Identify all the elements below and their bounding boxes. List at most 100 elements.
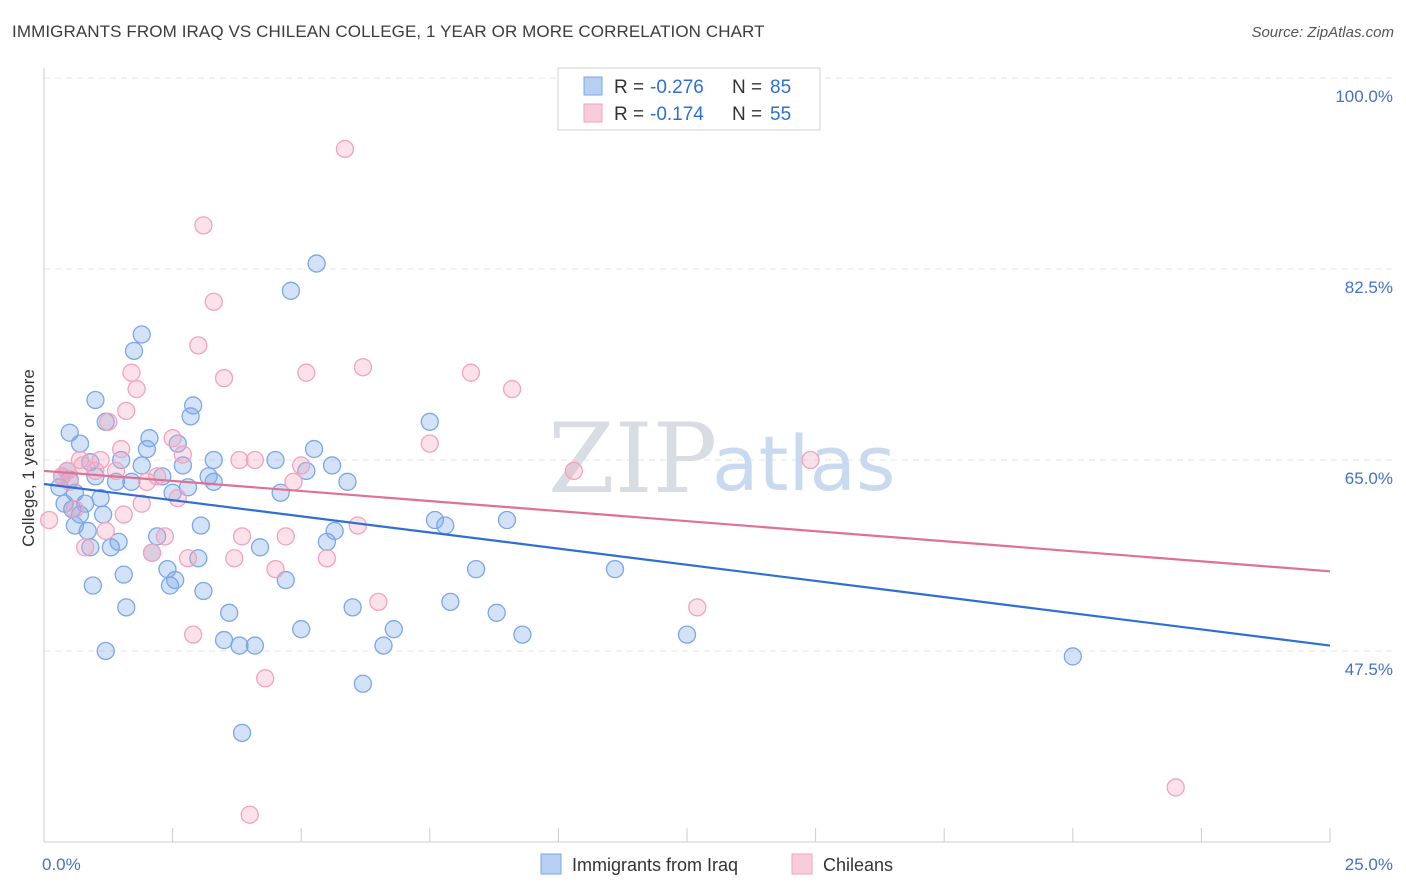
series-1-point-20 — [142, 543, 162, 562]
series-0-point-12 — [78, 521, 97, 541]
top-legend-swatch-0 — [583, 76, 603, 96]
series-1-point-34 — [232, 527, 252, 546]
watermark-zip: ZIP — [548, 403, 717, 515]
series-0-point-64 — [307, 254, 326, 273]
series-0-point-81 — [605, 559, 625, 579]
series-1-point-0 — [39, 510, 59, 530]
series-1-point-35 — [240, 805, 259, 824]
series-1-point-7 — [76, 538, 95, 557]
trend-line-1 — [43, 469, 1331, 573]
trend-line-0 — [43, 482, 1331, 647]
x-tick-label-0: 0.0% — [42, 855, 81, 874]
series-0-point-76 — [441, 592, 460, 612]
series-0-point-46 — [191, 516, 211, 535]
series-0-point-71 — [374, 636, 393, 655]
axes — [43, 68, 1331, 843]
series-0-point-10 — [70, 505, 90, 524]
top-legend-r-label-1: R = — [614, 104, 644, 125]
series-1-point-31 — [214, 368, 234, 388]
series-0-point-77 — [466, 559, 486, 579]
series-0-point-72 — [384, 620, 403, 639]
series-0-point-23 — [109, 532, 128, 552]
top-legend-r-value-0: -0.276 — [650, 77, 704, 98]
series-0-point-45 — [189, 549, 208, 568]
x-tick-label-1: 25.0% — [1345, 855, 1393, 874]
series-1-point-53 — [801, 450, 820, 470]
y-axis-label: College, 1 year or more — [19, 369, 38, 547]
top-legend-n-value-0: 85 — [770, 77, 791, 98]
series-1-point-27 — [184, 625, 203, 644]
series-1-point-32 — [225, 549, 244, 568]
data-points — [39, 139, 1185, 824]
grid-lines — [44, 77, 1394, 652]
series-0-point-55 — [245, 636, 265, 655]
series-1-point-49 — [461, 363, 481, 382]
series-1-point-25 — [173, 445, 193, 464]
series-1-point-36 — [245, 450, 265, 470]
series-0-point-29 — [132, 325, 151, 344]
top-legend-r-value-1: -0.174 — [650, 104, 704, 125]
series-0-point-26 — [117, 598, 136, 617]
series-1-point-51 — [564, 461, 583, 481]
series-0-point-67 — [325, 521, 344, 541]
series-0-point-53 — [230, 636, 249, 655]
series-0-point-39 — [166, 570, 185, 590]
series-0-point-19 — [94, 505, 113, 524]
series-0-point-78 — [487, 603, 506, 622]
series-0-point-32 — [140, 429, 159, 448]
top-legend-r-label-0: R = — [614, 77, 644, 98]
series-1-point-17 — [127, 379, 146, 399]
chart-title: IMMIGRANTS FROM IRAQ VS CHILEAN COLLEGE,… — [12, 22, 765, 41]
series-1-point-39 — [276, 527, 295, 546]
series-1-point-41 — [292, 456, 311, 475]
series-0-point-15 — [83, 576, 103, 595]
series-0-point-84 — [96, 641, 115, 661]
bottom-legend-swatch-1 — [791, 853, 813, 875]
top-legend: R = -0.276 N = 85 R = -0.174 N = 55 — [557, 67, 821, 131]
series-1-point-52 — [688, 598, 707, 617]
series-1-point-50 — [502, 379, 522, 399]
series-0-point-30 — [132, 456, 151, 475]
series-0-point-70 — [353, 674, 373, 693]
series-1-point-4 — [65, 499, 85, 519]
series-0-point-25 — [114, 565, 133, 584]
series-0-point-40 — [168, 434, 187, 453]
bottom-legend-label-0: Immigrants from Iraq — [572, 855, 738, 875]
series-1-point-16 — [122, 363, 141, 382]
series-0-point-68 — [338, 472, 357, 491]
series-0-point-52 — [220, 603, 239, 622]
series-1-point-45 — [348, 516, 367, 535]
series-0-point-57 — [266, 450, 285, 470]
top-legend-n-value-1: 55 — [770, 104, 791, 125]
series-1-point-33 — [230, 450, 249, 470]
top-legend-swatch-1 — [583, 103, 603, 123]
series-1-point-40 — [284, 472, 303, 491]
series-1-point-26 — [178, 549, 198, 568]
series-1-point-15 — [117, 401, 136, 421]
y-tick-label-3: 100.0% — [1335, 87, 1393, 106]
series-1-point-46 — [353, 358, 373, 377]
series-0-point-73 — [420, 412, 439, 431]
trend-lines — [43, 469, 1331, 647]
series-0-point-17 — [86, 390, 105, 410]
series-0-point-61 — [292, 620, 311, 639]
source-label: Source: ZipAtlas.com — [1251, 24, 1394, 41]
series-1-point-47 — [369, 592, 388, 612]
series-0-point-34 — [148, 527, 167, 546]
series-0-point-49 — [204, 450, 223, 470]
series-1-point-43 — [317, 549, 337, 568]
series-0-point-48 — [199, 467, 218, 486]
series-0-point-63 — [304, 439, 324, 459]
bottom-legend: Immigrants from Iraq Chileans — [540, 853, 893, 875]
series-1-point-14 — [114, 505, 133, 524]
watermark: ZIP atlas — [548, 403, 896, 515]
series-0-point-69 — [343, 598, 362, 617]
series-0-point-27 — [122, 472, 141, 491]
bottom-legend-label-1: Chileans — [823, 855, 893, 875]
series-1-point-54 — [1166, 778, 1185, 797]
series-0-point-79 — [497, 510, 517, 530]
series-0-point-31 — [137, 439, 157, 459]
series-0-point-44 — [184, 396, 203, 415]
series-0-point-66 — [322, 456, 342, 475]
